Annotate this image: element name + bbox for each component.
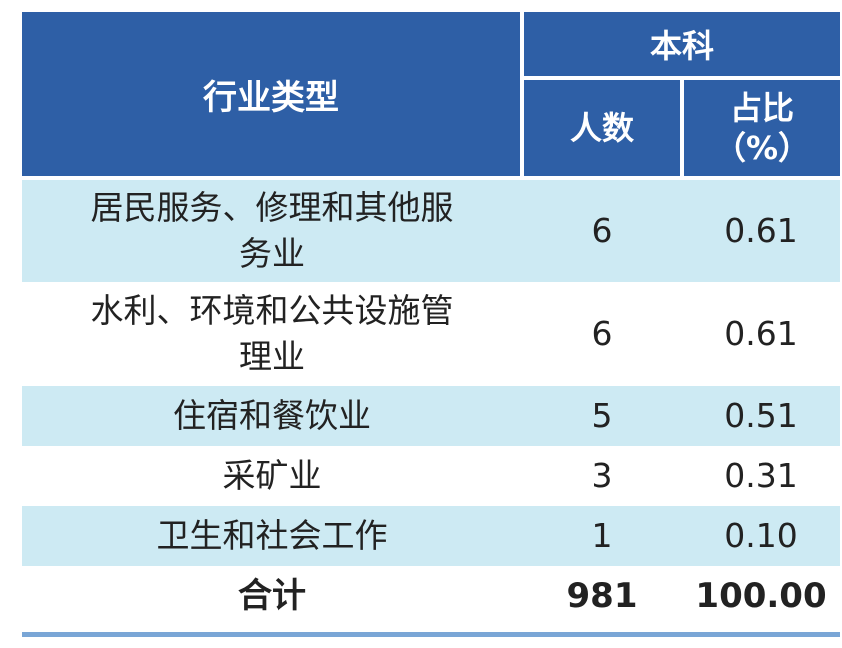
table-row: 水利、环境和公共设施管 理业 6 0.61 xyxy=(22,282,840,386)
industry-table: 行业类型 本科 人数 占比 （%） 居民服务、修理和其他服 务业 6 0.61 … xyxy=(22,12,841,626)
row-industry-type: 居民服务、修理和其他服 务业 xyxy=(22,178,522,282)
row-count: 3 xyxy=(591,456,613,495)
row-industry-type: 卫生和社会工作 xyxy=(22,506,522,566)
row-industry-type: 住宿和餐饮业 xyxy=(22,386,522,446)
row-industry-type-line2: 务业 xyxy=(239,234,305,273)
row-percent: 0.10 xyxy=(682,506,841,566)
total-label: 合计 xyxy=(238,576,306,616)
header-industry-type: 行业类型 xyxy=(22,12,524,180)
row-industry-type-line1: 水利、环境和公共设施管 xyxy=(90,291,454,330)
row-count: 1 xyxy=(522,506,682,566)
table-row: 卫生和社会工作 1 0.10 xyxy=(22,506,841,566)
total-row: 合计 981 100.00 xyxy=(22,566,840,626)
row-industry-type: 水利、环境和公共设施管 理业 xyxy=(22,282,522,386)
table-row: 采矿业 3 0.31 xyxy=(22,446,840,506)
row-industry-type-line2: 理业 xyxy=(239,337,305,376)
row-industry-type: 采矿业 xyxy=(222,456,322,495)
table-row: 居民服务、修理和其他服 务业 6 0.61 xyxy=(22,178,841,282)
header-count: 人数 xyxy=(522,78,684,180)
header-percent-unit: （%） xyxy=(713,129,811,167)
header-undergraduate: 本科 xyxy=(522,12,841,80)
header-percent-label: 占比 xyxy=(730,89,795,127)
table-bottom-border xyxy=(22,632,840,637)
table-row: 住宿和餐饮业 5 0.51 xyxy=(22,386,841,446)
row-count: 6 xyxy=(522,178,682,282)
total-percent: 100.00 xyxy=(695,576,827,616)
row-percent: 0.61 xyxy=(682,178,841,282)
row-percent: 0.31 xyxy=(724,456,798,495)
header-percent: 占比 （%） xyxy=(682,78,841,180)
row-industry-type-line1: 居民服务、修理和其他服 xyxy=(90,188,454,227)
row-count: 6 xyxy=(591,314,613,353)
row-percent: 0.51 xyxy=(682,386,841,446)
total-count: 981 xyxy=(566,576,638,616)
row-percent: 0.61 xyxy=(724,314,798,353)
row-count: 5 xyxy=(522,386,682,446)
